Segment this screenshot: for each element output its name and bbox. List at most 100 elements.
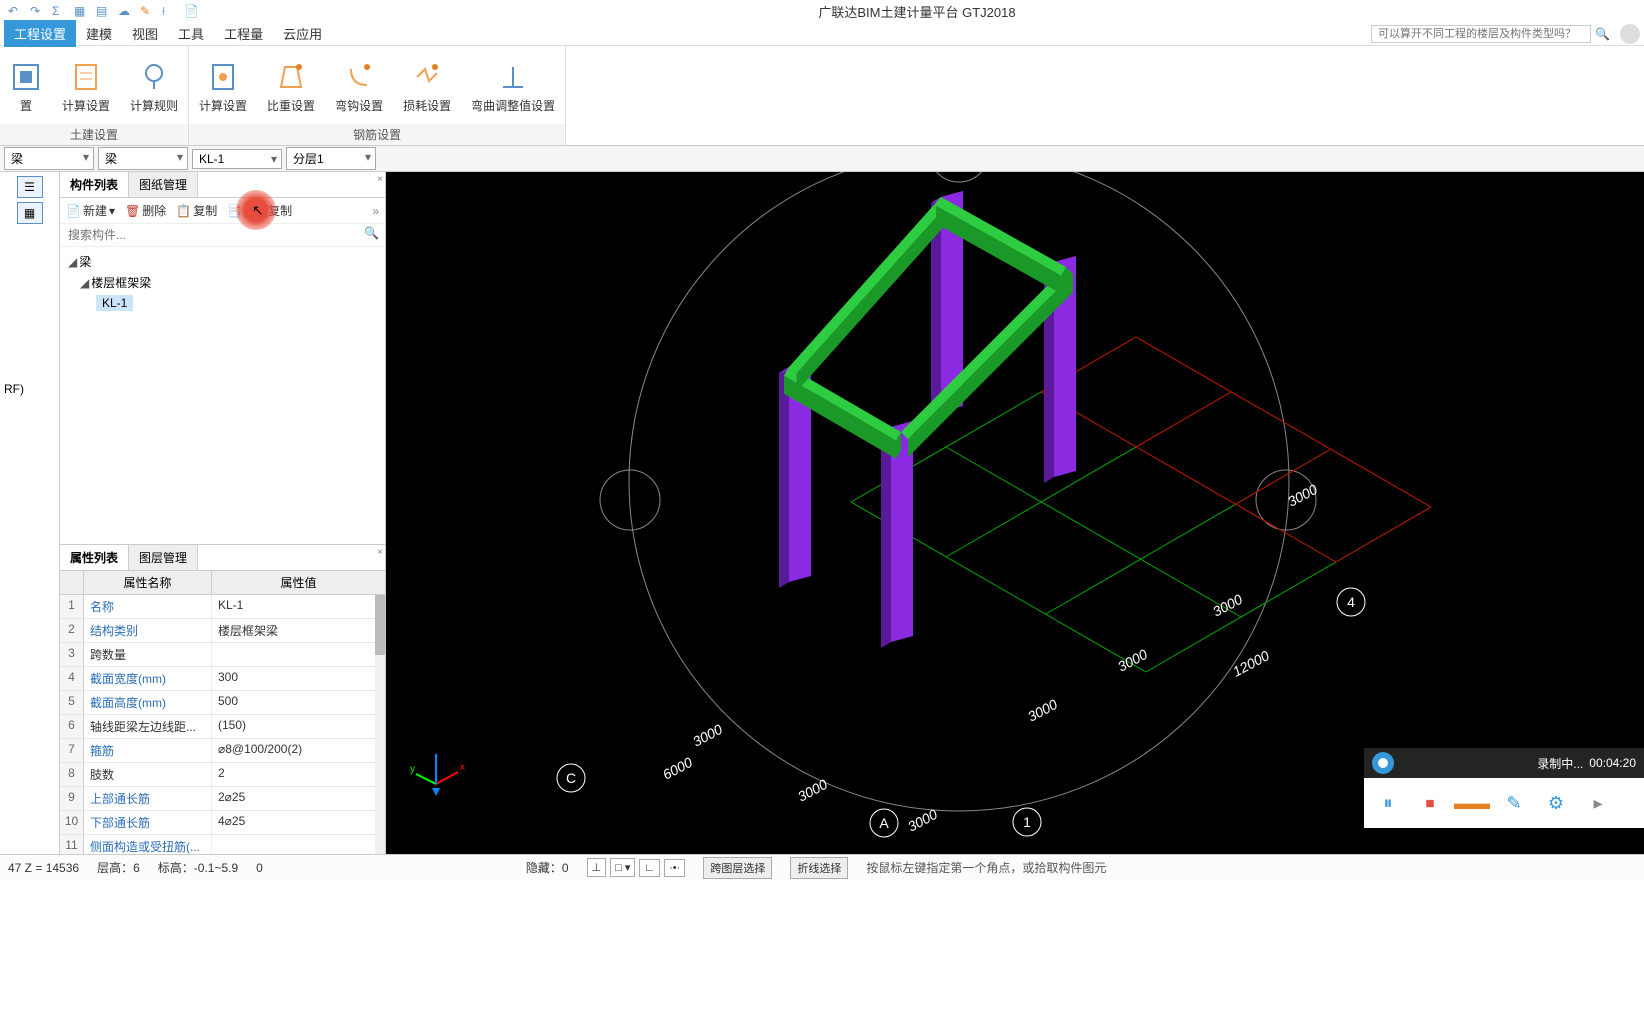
ribbon-btn-loss[interactable]: 损耗设置 [393, 50, 461, 124]
ribbon-group-rebar: 计算设置 比重设置 弯钩设置 损耗设置 弯曲调整值设置 钢筋设置 [189, 46, 566, 145]
new-button[interactable]: 📄新建 ▾ [66, 202, 115, 219]
ortho-tool-icon[interactable]: ∟ [639, 859, 660, 877]
select-tool-icon[interactable]: □ ▾ [610, 858, 635, 877]
stop-button[interactable]: ⏹ [1416, 789, 1444, 817]
prop-tabs: 属性列表 图层管理 × [60, 545, 385, 571]
panel-view-icon[interactable]: ▦ [17, 202, 43, 224]
status-elevation: 标高：-0.1~5.9 [158, 859, 238, 876]
prop-row[interactable]: 3跨数量 [60, 643, 385, 667]
selector-layer[interactable]: 分层1 [286, 147, 376, 170]
tab-properties[interactable]: 属性列表 [60, 545, 129, 570]
property-panel: 属性列表 图层管理 × 属性名称 属性值 1名称KL-12结构类别楼层框架梁3跨… [60, 544, 385, 854]
help-search-input[interactable] [1371, 25, 1591, 43]
rules-icon [138, 61, 170, 93]
tree-node-beam[interactable]: ◢梁 [68, 251, 377, 272]
prop-row[interactable]: 6轴线距梁左边线距...(150) [60, 715, 385, 739]
menu-cloud[interactable]: 云应用 [273, 20, 332, 47]
snap-tool-icon[interactable]: ⊥ [587, 858, 607, 877]
delete-button[interactable]: 🗑删除 [125, 202, 166, 219]
profile-icon[interactable] [1620, 24, 1640, 44]
point-tool-icon[interactable]: ·•· [664, 859, 685, 877]
menu-view[interactable]: 视图 [122, 20, 168, 47]
tab-component-list[interactable]: 构件列表 [60, 172, 129, 197]
tab-layer-mgmt[interactable]: 图层管理 [129, 545, 198, 570]
cloud-icon[interactable]: ☁ [118, 4, 132, 18]
main-content: ☰ ▦ RF) ↖ 构件列表 图纸管理 × 📄新建 ▾ 🗑删除 📋复制 📑层间复… [0, 172, 1644, 854]
pause-button[interactable]: ⏸ [1374, 789, 1402, 817]
selector-type[interactable]: 梁 [98, 147, 188, 170]
ribbon-btn-rebar-calc[interactable]: 计算设置 [189, 50, 257, 124]
svg-text:x: x [460, 762, 465, 773]
search-icon[interactable]: 🔍 [1595, 27, 1610, 41]
ribbon-btn-setting[interactable]: 置 [0, 50, 52, 124]
prop-row[interactable]: 10下部通长筋4⌀25 [60, 811, 385, 835]
ribbon-btn-calc-rules[interactable]: 计算规则 [120, 50, 188, 124]
table-icon[interactable]: ▦ [74, 4, 88, 18]
viewport-3d[interactable]: 3000300030003000300030003000120006000CA1… [386, 172, 1644, 854]
component-search: 🔍 [60, 224, 385, 247]
axis-gizmo[interactable]: x y [406, 744, 466, 804]
ribbon-group-label: 土建设置 [0, 124, 188, 145]
tab-drawing-mgmt[interactable]: 图纸管理 [129, 172, 198, 197]
polyline-select-button[interactable]: 折线选择 [790, 857, 848, 879]
list-view-icon[interactable]: ☰ [17, 176, 43, 198]
calc-icon [70, 61, 102, 93]
bend-icon [497, 61, 529, 93]
mark-button[interactable]: ▬▬ [1458, 789, 1486, 817]
ribbon-btn-bend-adjust[interactable]: 弯曲调整值设置 [461, 50, 565, 124]
selector-bar: 梁 梁 KL-1 分层1 [0, 146, 1644, 172]
sum-icon[interactable]: Σ [52, 4, 66, 18]
close-icon[interactable]: × [377, 547, 383, 558]
svg-text:C: C [566, 770, 576, 786]
close-icon[interactable]: × [377, 174, 383, 185]
prop-row[interactable]: 9上部通长筋2⌀25 [60, 787, 385, 811]
search-icon[interactable]: 🔍 [364, 226, 379, 244]
undo-icon[interactable]: ↶ [8, 4, 22, 18]
tree-node-kl1[interactable]: KL-1 [68, 293, 377, 313]
tool2-button[interactable]: ⚙ [1542, 789, 1570, 817]
svg-text:6000: 6000 [660, 754, 695, 783]
ribbon-btn-weight[interactable]: 比重设置 [257, 50, 325, 124]
menu-tools[interactable]: 工具 [168, 20, 214, 47]
recorder-time: 00:04:20 [1589, 756, 1636, 770]
side-toolbar: 📄新建 ▾ 🗑删除 📋复制 📑层间复制 » [60, 198, 385, 224]
selector-category[interactable]: 梁 [4, 147, 94, 170]
ruler-icon[interactable]: ⟊ [162, 4, 176, 18]
ribbon-btn-hook[interactable]: 弯钩设置 [325, 50, 393, 124]
prop-row[interactable]: 11侧面构造或受扭筋(... [60, 835, 385, 854]
status-hidden: 隐藏：0 [526, 859, 569, 876]
status-angle: 0 [256, 861, 263, 875]
prop-row[interactable]: 5截面高度(mm)500 [60, 691, 385, 715]
more-icon[interactable]: » [372, 204, 379, 218]
prop-header-val: 属性值 [212, 571, 385, 594]
camera-icon [1372, 752, 1394, 774]
hook-icon [343, 61, 375, 93]
doc-icon[interactable]: 📄 [184, 4, 198, 18]
rebar-calc-icon [207, 61, 239, 93]
edit-icon[interactable]: ✎ [140, 4, 154, 18]
menu-quantity[interactable]: 工程量 [214, 20, 273, 47]
ribbon-btn-calc-settings[interactable]: 计算设置 [52, 50, 120, 124]
redo-icon[interactable]: ↷ [30, 4, 44, 18]
tool1-button[interactable]: ✎ [1500, 789, 1528, 817]
left-toolbar: ☰ ▦ RF) [0, 172, 60, 854]
scrollbar[interactable] [375, 595, 385, 854]
component-search-input[interactable] [66, 226, 364, 244]
prop-row[interactable]: 1名称KL-1 [60, 595, 385, 619]
copy-button[interactable]: 📋复制 [176, 202, 217, 219]
prop-row[interactable]: 7箍筋⌀8@100/200(2) [60, 739, 385, 763]
svg-text:3000: 3000 [1210, 591, 1245, 620]
menu-project-settings[interactable]: 工程设置 [4, 20, 76, 47]
tree-node-frame-beam[interactable]: ◢楼层框架梁 [68, 272, 377, 293]
prop-row[interactable]: 2结构类别楼层框架梁 [60, 619, 385, 643]
svg-text:1: 1 [1023, 814, 1031, 830]
prop-row[interactable]: 8肢数2 [60, 763, 385, 787]
expand-button[interactable]: ▸ [1584, 789, 1612, 817]
prop-row[interactable]: 4截面宽度(mm)300 [60, 667, 385, 691]
cross-layer-button[interactable]: 跨图层选择 [703, 857, 772, 879]
menu-modeling[interactable]: 建模 [76, 20, 122, 47]
report-icon[interactable]: ▤ [96, 4, 110, 18]
status-tools: ⊥ □ ▾ ∟ ·•· [587, 858, 686, 877]
selector-component[interactable]: KL-1 [192, 149, 282, 169]
svg-text:3000: 3000 [1025, 696, 1060, 725]
